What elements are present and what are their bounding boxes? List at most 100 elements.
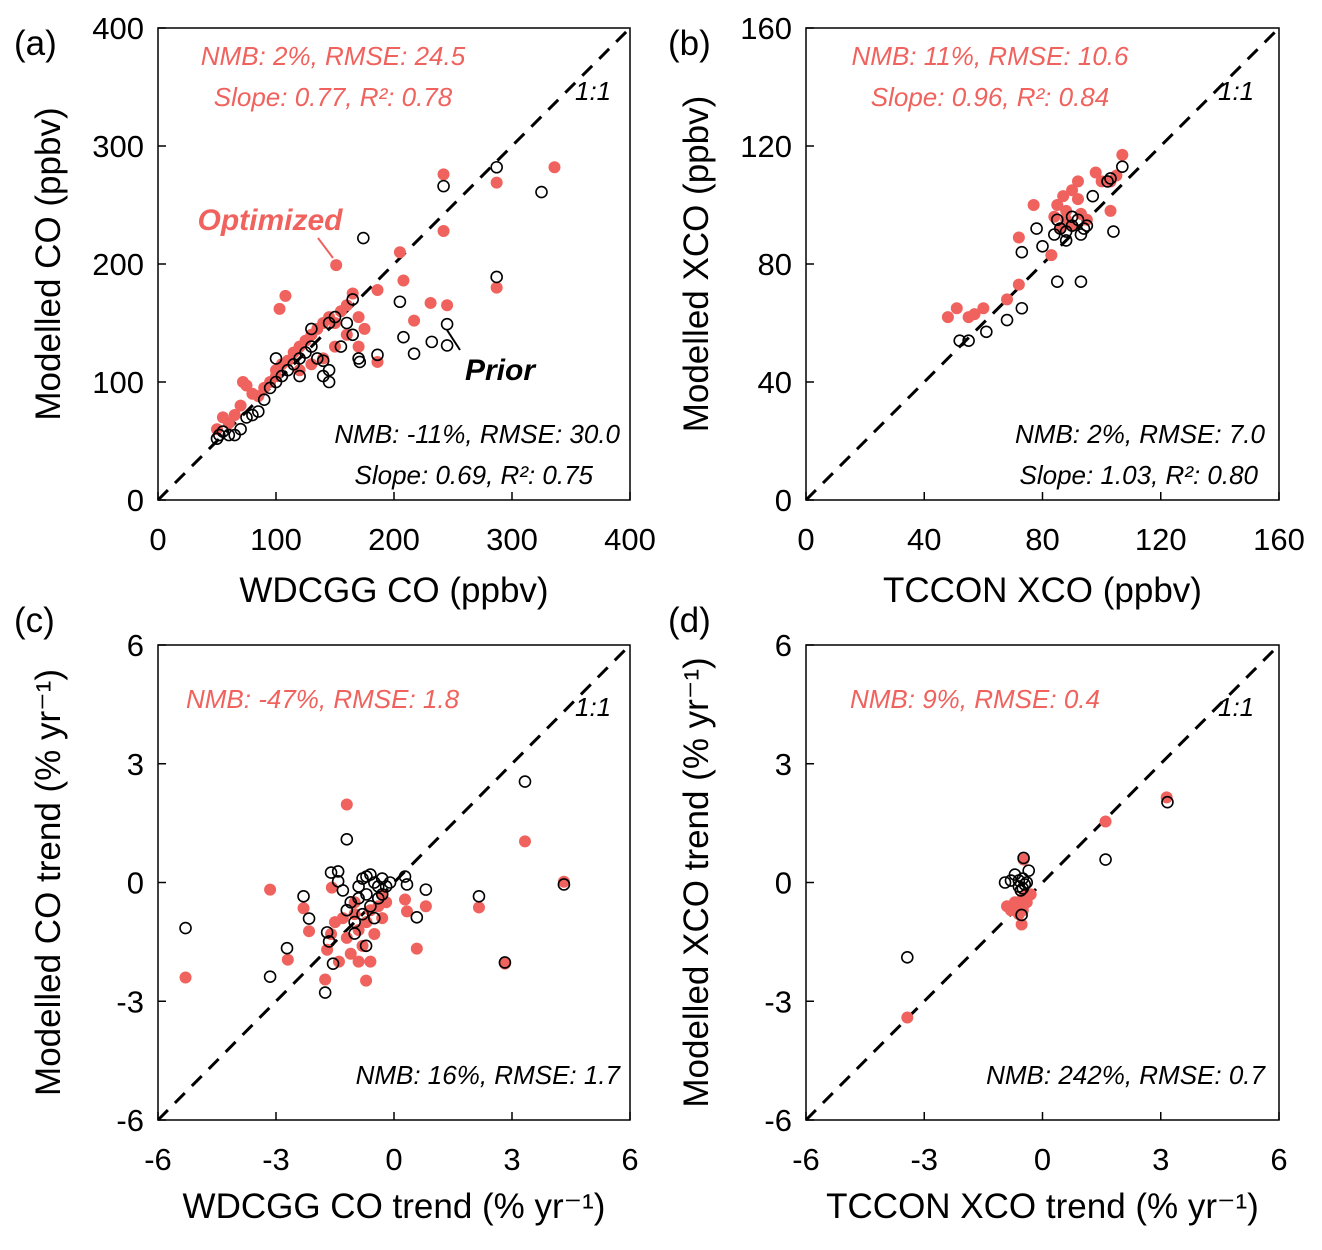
optimized-point (281, 953, 294, 966)
prior-point (302, 912, 316, 925)
prior-point (346, 328, 360, 342)
prior-point (340, 833, 354, 846)
x-tick-label: 0 (385, 1142, 402, 1177)
prior-stats: NMB: 242%, RMSE: 0.7 (986, 1060, 1266, 1090)
optimized-point (941, 311, 954, 324)
y-tick-label: 3 (775, 747, 792, 782)
optimized-point (1045, 249, 1058, 262)
optimized-point (179, 971, 192, 984)
optimized-point (368, 927, 381, 940)
prior-point (1080, 219, 1094, 232)
prior-point (368, 876, 381, 889)
prior-label: Prior (465, 354, 537, 387)
optimized-point (977, 302, 990, 315)
optimized-point (352, 340, 365, 353)
one-to-one-label: 1:1 (1218, 76, 1254, 106)
prior-point (324, 866, 338, 879)
optimized-point (950, 302, 963, 315)
optimized-point (1051, 199, 1064, 211)
optimized-point (419, 900, 432, 913)
y-tick-label: 6 (775, 628, 792, 663)
prior-point (331, 865, 345, 878)
optimized-point (330, 259, 343, 272)
y-tick-label: 400 (92, 11, 144, 46)
prior-point (344, 895, 358, 909)
one-to-one-line (804, 643, 1281, 1122)
prior-point (1050, 275, 1064, 289)
prior-point (400, 878, 414, 891)
panel-b: 0 40 80 120 160 0 40 80 120 160 TCCON XCO (ppbv) Mo… (668, 11, 1305, 610)
y-tick-label: 40 (758, 365, 792, 400)
optimized-label: Optimized (197, 204, 343, 237)
prior-point (368, 911, 381, 925)
x-axis-label: TCCON XCO (ppbv) (883, 571, 1202, 610)
optimized-point (548, 161, 561, 174)
y-tick-label: 120 (740, 129, 792, 164)
prior-point (901, 951, 914, 964)
x-tick-label: 40 (907, 522, 941, 557)
optimized-point (252, 390, 265, 403)
y-axis-label: Modelled CO trend (% yr⁻¹) (29, 669, 68, 1096)
optimized-stats: Slope: 0.96, R²: 0.84 (871, 82, 1109, 112)
prior-point (1116, 160, 1129, 173)
prior-point (383, 876, 397, 889)
prior-point (1017, 851, 1030, 865)
prior-point (410, 911, 424, 924)
prior-point (379, 880, 393, 893)
prior-point (322, 935, 336, 948)
x-tick-label: 0 (797, 522, 814, 557)
optimized-point (264, 883, 277, 896)
optimized-point (360, 974, 373, 987)
prior-point (393, 295, 407, 309)
optimized-point (472, 901, 485, 914)
y-axis-label: Modelled CO (ppbv) (29, 107, 68, 420)
prior-point (1099, 853, 1112, 866)
prior-point (1015, 245, 1029, 259)
y-tick-label: 0 (775, 483, 792, 518)
prior-point (1074, 228, 1088, 241)
y-tick-label: 3 (127, 747, 144, 782)
prior-point (179, 921, 192, 935)
prior-point (498, 956, 512, 969)
prior-point (352, 880, 365, 893)
prior-point (535, 185, 548, 199)
prior-point (425, 335, 439, 349)
panel-a: 0 100 200 300 400 0 100 200 300 400 WDCGG CO (ppbv… (14, 11, 656, 610)
x-tick-label: 300 (486, 522, 538, 557)
prior-point (1012, 874, 1026, 887)
x-tick-label: 120 (1135, 522, 1187, 557)
prior-point (1077, 222, 1091, 235)
optimized-point (340, 299, 353, 312)
prior-point (953, 334, 967, 348)
prior-stats: Slope: 1.03, R²: 0.80 (1020, 460, 1259, 490)
prior-point (490, 160, 503, 174)
optimized-point (1027, 199, 1040, 211)
one-to-one-label: 1:1 (575, 692, 611, 722)
prior-point (1036, 240, 1049, 253)
prior-point (213, 428, 226, 442)
optimized-point (1015, 918, 1028, 931)
x-tick-label: 0 (1034, 1142, 1051, 1177)
optimized-point (321, 943, 334, 956)
prior-point (305, 322, 318, 336)
optimized-stats: NMB: -47%, RMSE: 1.8 (186, 684, 460, 714)
prior-point (305, 340, 318, 353)
optimized-point (1012, 278, 1025, 291)
y-tick-label: 6 (127, 628, 144, 663)
panel-letter: (a) (14, 24, 57, 63)
panel-letter: (d) (668, 601, 711, 640)
x-tick-label: 6 (1270, 1142, 1287, 1177)
x-tick-label: -6 (792, 1142, 820, 1177)
y-tick-label: 160 (740, 11, 792, 46)
x-tick-label: 3 (503, 1142, 520, 1177)
prior-point (348, 915, 361, 929)
optimized-point (1060, 204, 1073, 217)
prior-point (318, 986, 332, 999)
prior-stats: NMB: 16%, RMSE: 1.7 (356, 1060, 622, 1090)
prior-point (1059, 234, 1073, 247)
optimized-point (393, 246, 406, 259)
panel-d: -6 -3 0 3 6 -6 -3 0 3 6 TCCON XCO trend (% yr⁻¹) Mo… (668, 601, 1288, 1226)
y-tick-label: 80 (758, 247, 792, 282)
one-to-one-line (804, 26, 1281, 502)
panel-c: -6 -3 0 3 6 -6 -3 0 3 6 WDCGG CO trend (% yr⁻¹) Mod… (14, 601, 639, 1226)
